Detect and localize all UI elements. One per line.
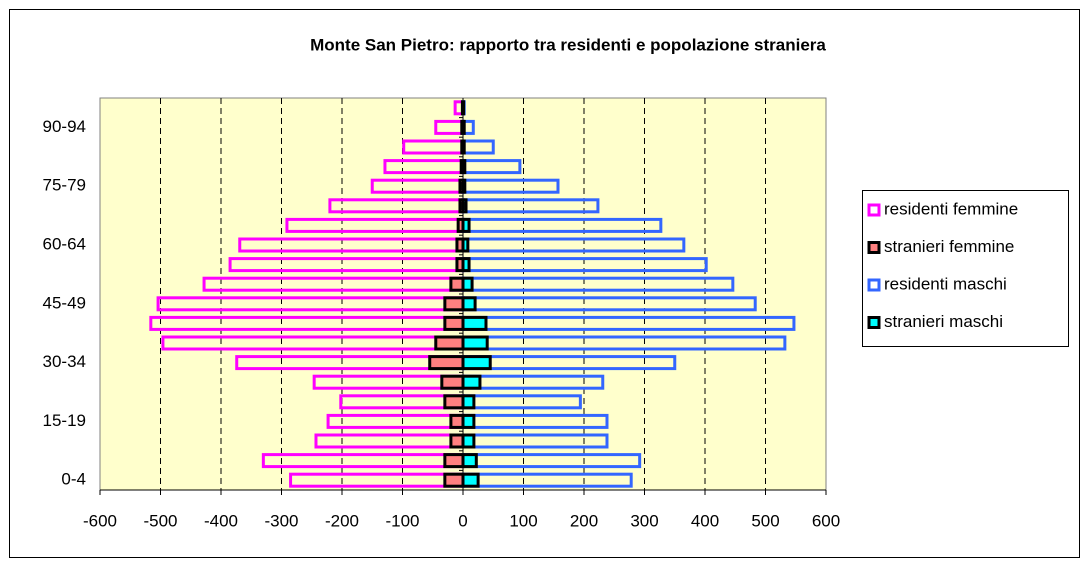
- legend-box: [862, 190, 1069, 347]
- x-tick-label: 500: [751, 511, 779, 530]
- bar: [443, 472, 465, 488]
- y-tick-label: 90-94: [43, 117, 86, 136]
- bar: [461, 315, 488, 331]
- chart-title: Monte San Pietro: rapporto tra residenti…: [310, 35, 826, 54]
- legend-label: residenti maschi: [884, 274, 1007, 293]
- bar: [461, 413, 476, 429]
- bar: [461, 296, 477, 312]
- x-tick-label: 200: [570, 511, 598, 530]
- bar: [449, 433, 465, 449]
- bar: [443, 315, 465, 331]
- bar: [461, 276, 474, 292]
- bar: [461, 119, 466, 135]
- bar: [428, 355, 465, 371]
- x-tick-label: 0: [458, 511, 467, 530]
- y-tick-label: 45-49: [43, 293, 86, 312]
- x-tick-label: -100: [385, 511, 419, 530]
- bar: [461, 178, 467, 194]
- bar: [461, 257, 471, 273]
- legend-label: stranieri femmine: [884, 237, 1014, 256]
- y-tick-label: 0-4: [61, 470, 86, 489]
- x-tick-label: -200: [325, 511, 359, 530]
- legend-marker: [867, 203, 881, 217]
- bar: [461, 335, 489, 351]
- bar: [461, 433, 476, 449]
- x-tick-label: -600: [83, 511, 117, 530]
- x-tick-label: 600: [812, 511, 840, 530]
- bar: [449, 276, 465, 292]
- x-tick-label: -300: [264, 511, 298, 530]
- bar: [461, 394, 476, 410]
- x-tick-label: 400: [691, 511, 719, 530]
- bar: [449, 413, 465, 429]
- y-tick-label: 60-64: [43, 234, 86, 253]
- bar: [443, 394, 465, 410]
- legend-marker: [867, 316, 881, 329]
- bar: [461, 237, 470, 253]
- bar: [461, 374, 482, 390]
- y-tick-label: 15-19: [43, 411, 86, 430]
- bar: [440, 374, 465, 390]
- x-tick-label: 300: [630, 511, 658, 530]
- legend-label: stranieri maschi: [884, 312, 1003, 331]
- bar: [461, 100, 466, 116]
- x-tick-label: 100: [509, 511, 537, 530]
- bar: [461, 198, 468, 214]
- bar: [434, 335, 465, 351]
- y-tick-label: 30-34: [43, 352, 86, 371]
- legend-marker: [867, 278, 881, 292]
- bar: [461, 217, 471, 233]
- legend-marker: [867, 241, 881, 254]
- bar: [443, 453, 465, 469]
- x-tick-label: -400: [204, 511, 238, 530]
- legend-label: residenti femmine: [884, 199, 1018, 218]
- bar: [461, 472, 480, 488]
- bar: [461, 355, 492, 371]
- bar: [461, 453, 478, 469]
- bar: [461, 139, 466, 155]
- y-tick-label: 75-79: [43, 176, 86, 195]
- x-tick-label: -500: [143, 511, 177, 530]
- bar: [443, 296, 465, 312]
- bar: [461, 159, 467, 175]
